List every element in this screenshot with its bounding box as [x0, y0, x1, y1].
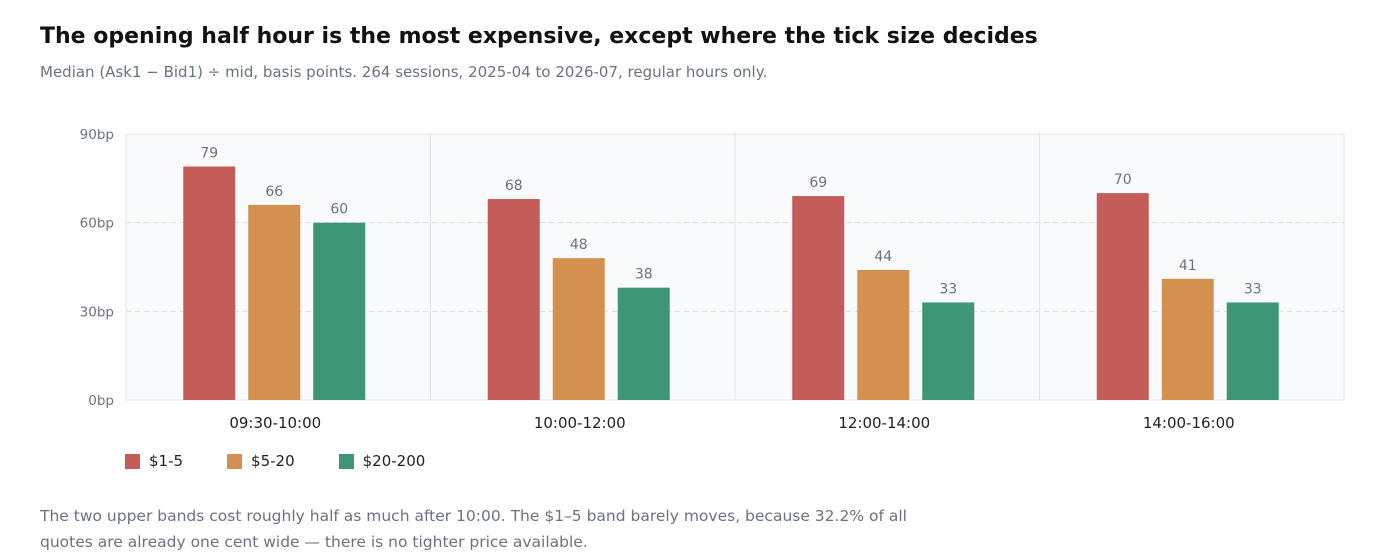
chart-title: The opening half hour is the most expens…	[40, 24, 1038, 49]
bar	[922, 302, 975, 400]
bar	[1161, 278, 1214, 400]
bar	[487, 199, 540, 400]
y-tick-label: 90bp	[80, 127, 114, 143]
bar	[792, 196, 845, 400]
y-tick-label: 60bp	[80, 216, 114, 232]
legend-label: $20-200	[362, 452, 426, 470]
legend-item: $20-200	[338, 452, 426, 470]
legend-label: $1-5	[149, 452, 184, 470]
chart-footnote: The two upper bands cost roughly half as…	[40, 507, 907, 551]
x-tick-label: 09:30-10:00	[229, 414, 321, 432]
legend-swatch	[227, 453, 243, 469]
data-label: 69	[809, 175, 827, 191]
x-tick-label: 14:00-16:00	[1143, 414, 1235, 432]
y-tick-label: 30bp	[80, 304, 114, 320]
legend-item: $5-20	[227, 452, 295, 470]
bar-chart: 0bp 30bp 60bp 90bp 79 66 60 68 48 38 69 44 33 70 41 33…	[80, 127, 1345, 432]
data-label: 33	[939, 281, 957, 297]
bar	[248, 204, 301, 400]
bar	[617, 287, 670, 400]
x-tick-label: 12:00-14:00	[838, 414, 930, 432]
bar	[1096, 193, 1149, 400]
bars	[183, 166, 1279, 400]
data-labels: 79 66 60 68 48 38 69 44 33 70 41 33	[200, 146, 1261, 298]
bar	[1226, 302, 1279, 400]
bar	[313, 222, 366, 400]
data-label: 66	[265, 184, 283, 200]
legend-item: $1-5	[125, 452, 183, 470]
legend-swatch	[338, 453, 354, 469]
bar	[183, 166, 236, 400]
bar	[857, 269, 910, 400]
data-label: 60	[330, 202, 348, 218]
x-tick-label: 10:00-12:00	[534, 414, 626, 432]
x-axis: 09:30-10:00 10:00-12:00 12:00-14:00 14:00-1…	[229, 414, 1234, 432]
data-label: 68	[505, 178, 523, 194]
legend-label: $5-20	[251, 452, 295, 470]
data-label: 38	[635, 267, 653, 283]
y-axis: 0bp 30bp 60bp 90bp	[80, 127, 114, 409]
data-label: 48	[570, 237, 588, 253]
bar	[552, 258, 605, 400]
y-tick-label: 0bp	[88, 393, 114, 409]
data-label: 70	[1114, 172, 1132, 188]
data-label: 44	[874, 249, 892, 265]
legend-swatch	[125, 453, 140, 469]
chart-subtitle: Median (Ask1 − Bid1) ÷ mid, basis points…	[40, 63, 768, 81]
data-label: 33	[1244, 281, 1262, 297]
data-label: 79	[200, 146, 218, 162]
legend: $1-5 $5-20 $20-200	[125, 452, 425, 470]
category-panels	[430, 134, 1040, 400]
data-label: 41	[1179, 258, 1197, 274]
